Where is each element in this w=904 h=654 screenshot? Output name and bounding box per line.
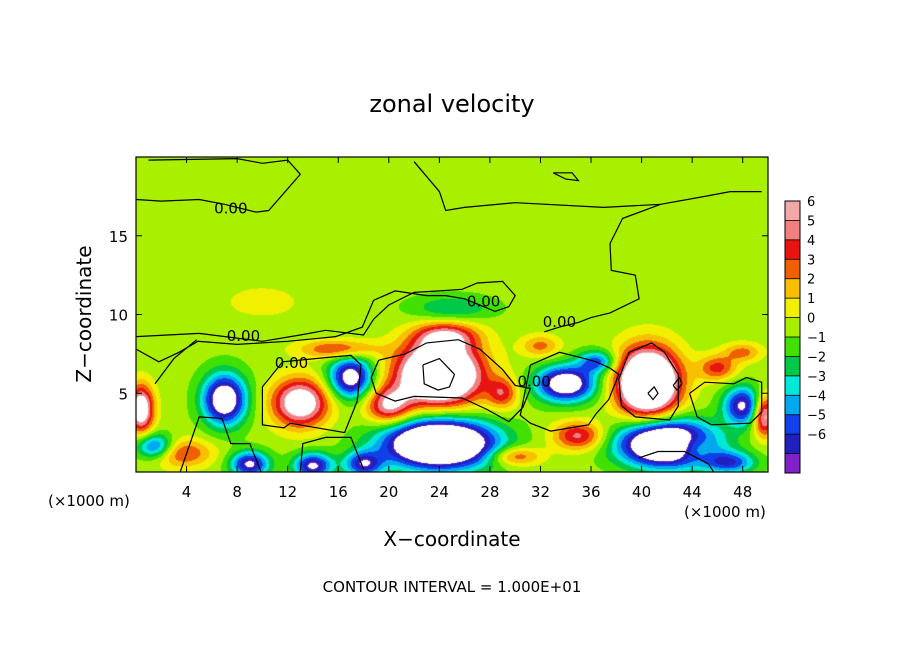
contour-line	[689, 376, 763, 426]
contour-line	[638, 450, 715, 472]
y-axis: 5 10 15	[109, 228, 768, 403]
colorbar-swatch	[785, 298, 800, 318]
colorbar-tick-label: 5	[807, 214, 815, 229]
x-tick-label: 48	[733, 483, 752, 501]
x-unit-label-left: (×1000 m)	[48, 492, 130, 510]
colorbar-swatch	[785, 239, 800, 260]
contour-label: 0.00	[275, 354, 308, 372]
x-axis: 4 8 12 16 20 24 28 32 36 40 44 48	[182, 157, 752, 501]
colorbar-tick-label: 0	[807, 312, 815, 327]
contour-line	[552, 172, 580, 182]
colorbar-swatch	[785, 434, 800, 454]
plot-area: 0.00 0.00 0.00 0.00 0.00 0.00	[135, 156, 769, 473]
x-tick-label: 40	[632, 483, 651, 501]
y-axis-label: Z−coordinate	[72, 245, 96, 382]
colorbar-swatch	[785, 220, 800, 241]
y-tick-label: 15	[109, 228, 128, 246]
contour-label: 0.00	[467, 292, 500, 310]
x-tick-label: 24	[430, 483, 449, 501]
colorbar-swatch	[785, 414, 800, 435]
x-tick-label: 20	[379, 483, 398, 501]
contour-label: 0.00	[517, 373, 550, 391]
contour-line	[544, 203, 661, 333]
colorbar-tick-label: −4	[807, 389, 826, 404]
contour-line	[618, 342, 679, 421]
contour-line	[647, 385, 659, 401]
contour-line	[179, 416, 262, 472]
contour-label: 0.00	[214, 199, 247, 217]
colorbar-swatch	[785, 337, 800, 357]
x-tick-label: 36	[581, 483, 600, 501]
colorbar: 6 5 4 3 2 1 0 −1 −2 −3 −4 −5 −6	[784, 195, 826, 474]
contour-line	[136, 280, 516, 363]
contour-interval-note: CONTOUR INTERVAL = 1.000E+01	[323, 578, 582, 596]
x-axis-label: X−coordinate	[383, 527, 520, 551]
x-tick-label: 8	[232, 483, 242, 501]
contour-label: 0.00	[227, 327, 260, 345]
colorbar-tick-label: −3	[807, 370, 826, 385]
y-tick-label: 10	[109, 307, 128, 325]
x-tick-label: 44	[683, 483, 702, 501]
contour-line	[413, 161, 762, 212]
contour-line	[136, 157, 302, 213]
contour-line	[154, 339, 198, 385]
colorbar-tick-label: 1	[807, 292, 815, 307]
x-tick-label: 12	[278, 483, 297, 501]
colorbar-swatch	[785, 356, 800, 377]
colorbar-tick-label: −2	[807, 350, 826, 365]
colorbar-tick-label: 2	[807, 273, 815, 288]
colorbar-tick-label: −6	[807, 428, 826, 443]
colorbar-swatch	[785, 395, 800, 416]
contour-lines	[136, 157, 763, 472]
contour-line	[422, 357, 456, 391]
x-tick-label: 4	[182, 483, 192, 501]
colorbar-swatch	[785, 375, 800, 396]
contour-line	[261, 354, 362, 434]
contour-line	[519, 351, 620, 432]
x-tick-label: 28	[480, 483, 499, 501]
colorbar-swatch	[785, 201, 800, 221]
colorbar-tick-label: −1	[807, 331, 826, 346]
contour-line	[672, 376, 683, 392]
colorbar-tick-label: −5	[807, 409, 826, 424]
chart-title: zonal velocity	[369, 90, 534, 118]
contour-labels: 0.00 0.00 0.00 0.00 0.00 0.00	[214, 199, 576, 390]
x-tick-label: 16	[329, 483, 348, 501]
colorbar-swatch	[785, 259, 800, 280]
x-tick-label: 32	[531, 483, 550, 501]
contour-label: 0.00	[543, 313, 576, 331]
x-unit-label-right: (×1000 m)	[684, 503, 766, 521]
colorbar-tick-label: 4	[807, 234, 815, 249]
colorbar-swatch	[785, 317, 800, 338]
contour-line	[299, 436, 365, 472]
contour-line	[370, 339, 532, 423]
colorbar-swatch	[785, 278, 800, 299]
colorbar-tick-label: 6	[807, 195, 815, 210]
y-tick-label: 5	[118, 385, 128, 403]
colorbar-swatch	[785, 453, 800, 474]
colorbar-tick-label: 3	[807, 253, 815, 268]
